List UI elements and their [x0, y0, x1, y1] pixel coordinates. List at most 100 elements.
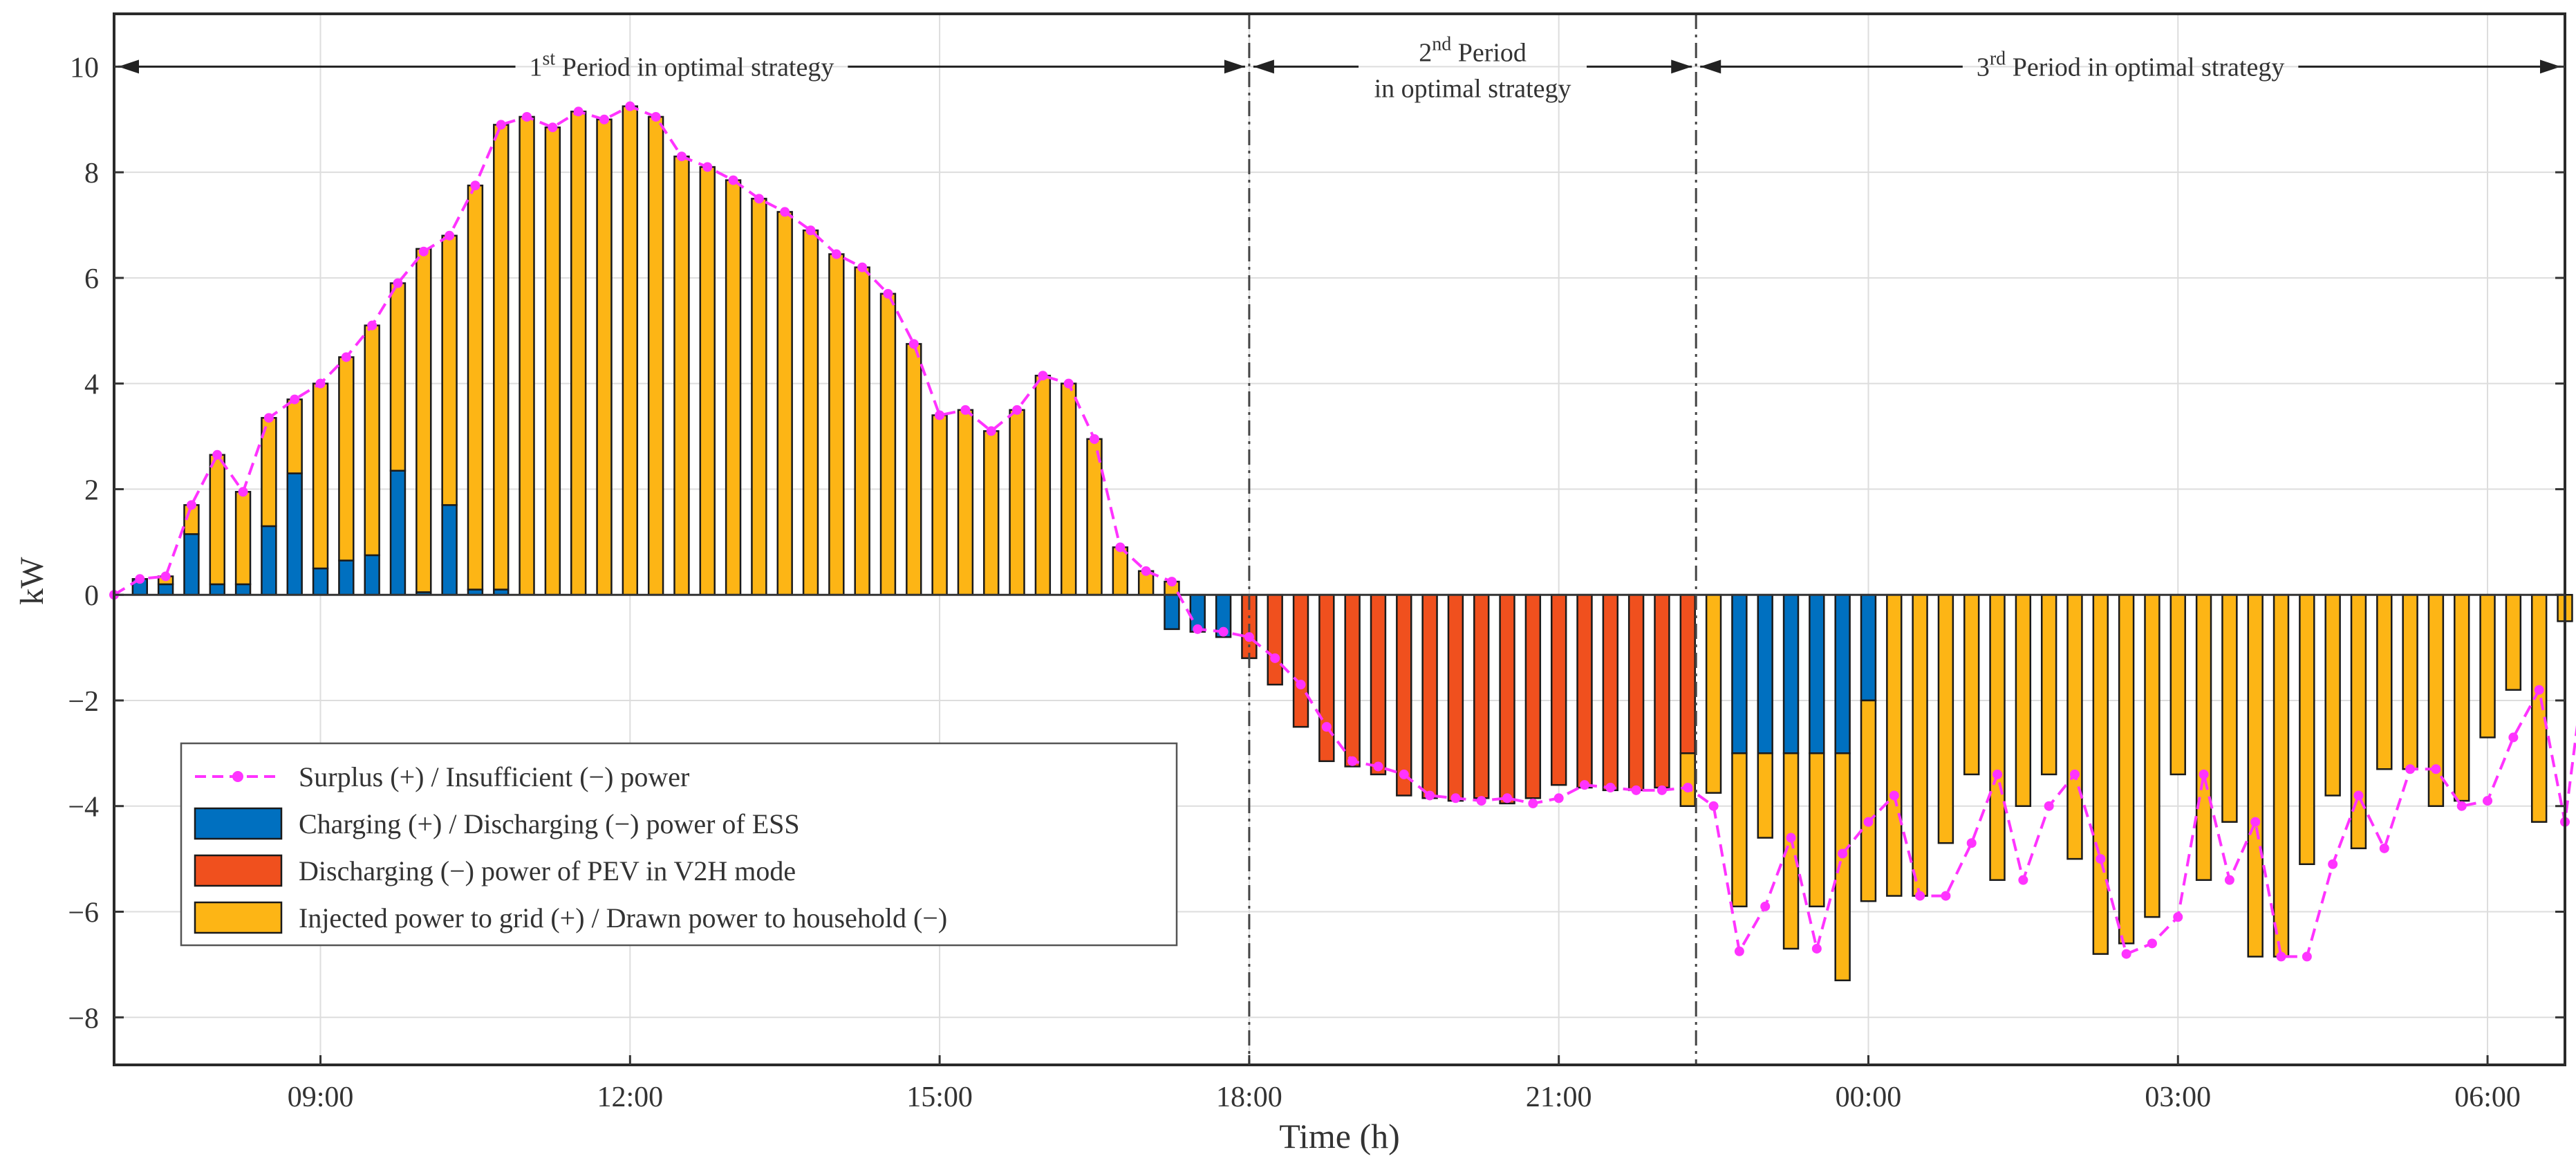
surplus-point — [135, 574, 145, 584]
surplus-point — [1063, 378, 1074, 389]
surplus-point — [2379, 843, 2389, 853]
pev-bar — [1524, 593, 1542, 799]
x-axis-label: Time (h) — [1279, 1117, 1400, 1155]
y-tick-label: −2 — [68, 686, 99, 718]
period-annotations: 1st Period in optimal strategy 2nd Period… — [118, 33, 2561, 103]
surplus-point — [2534, 685, 2544, 695]
surplus-point — [2276, 951, 2286, 962]
grid-bar — [1834, 752, 1851, 982]
ess-bar — [1731, 593, 1748, 754]
grid-bar — [2169, 593, 2186, 776]
period-annotation-2: 2nd Period in optimal strategy — [1253, 33, 1692, 103]
surplus-point — [2147, 938, 2157, 949]
legend-label: Injected power to grid (+) / Drawn power… — [299, 902, 947, 934]
grid-bar — [699, 166, 716, 596]
surplus-point — [1141, 566, 1151, 576]
period-dividers — [1248, 14, 1697, 1065]
arrow-head-right — [1224, 59, 1245, 74]
surplus-point — [780, 207, 790, 217]
surplus-point — [1786, 833, 1796, 843]
grid-bar — [416, 248, 432, 593]
pev-bar — [1627, 593, 1645, 792]
surplus-point — [1012, 405, 1023, 415]
grid-bar — [1860, 699, 1877, 902]
surplus-point — [935, 410, 945, 420]
grid-bar — [2092, 593, 2109, 955]
grid-bar — [1937, 593, 1954, 844]
y-tick-label: 4 — [84, 369, 99, 401]
surplus-point — [238, 487, 248, 497]
grid-bar — [2118, 593, 2135, 945]
surplus-point — [1811, 943, 1822, 954]
surplus-point — [728, 175, 738, 185]
pev-bar — [1318, 593, 1335, 763]
grid-bar — [1782, 752, 1800, 950]
axis-ticks: −8 −6 −4 −2 0 2 4 6 8 10 09:00 12:00 15:00 18:00 21:00… — [68, 52, 2565, 1113]
arrow-head-left — [1700, 59, 1721, 74]
grid-bar — [1809, 752, 1825, 908]
grid-bar — [983, 430, 1000, 596]
surplus-point — [1708, 801, 1719, 811]
surplus-point — [1450, 793, 1461, 804]
grid-bar — [2530, 593, 2548, 823]
surplus-point — [2224, 875, 2234, 885]
grid-bar — [802, 229, 819, 596]
grid-bar — [1886, 593, 1903, 897]
surplus-point — [2199, 769, 2209, 779]
grid-bar — [570, 111, 587, 596]
ess-bar — [1860, 593, 1877, 702]
pev-bar — [1499, 593, 1515, 805]
surplus-point — [290, 394, 300, 405]
surplus-point — [2018, 875, 2028, 885]
surplus-point — [1425, 790, 1435, 801]
grid-bar — [1757, 752, 1773, 839]
grid-bar — [906, 343, 922, 596]
y-tick-label: 10 — [70, 52, 99, 84]
surplus-point — [2044, 801, 2054, 811]
surplus-point — [496, 120, 506, 130]
surplus-point — [754, 194, 764, 204]
legend-marker — [232, 771, 243, 782]
grid-bar — [1963, 593, 1980, 776]
x-tick-label: 09:00 — [288, 1081, 354, 1113]
grid-bar — [957, 409, 974, 596]
y-tick-label: 0 — [84, 580, 99, 612]
grid-bar — [673, 155, 690, 596]
legend-label: Surplus (+) / Insufficient (−) power — [299, 761, 689, 792]
pev-bar — [1267, 593, 1283, 686]
surplus-point — [445, 230, 455, 241]
legend-entry-surplus: Surplus (+) / Insufficient (−) power — [195, 761, 689, 792]
grid-bar — [1731, 752, 1748, 908]
surplus-point — [908, 339, 919, 349]
surplus-point — [1656, 785, 1667, 795]
x-tick-label: 00:00 — [1836, 1081, 1902, 1113]
surplus-point — [1683, 782, 1693, 792]
grid-bar — [2221, 593, 2238, 823]
grid-bar — [854, 266, 870, 596]
surplus-point — [1502, 793, 1513, 804]
plot-frame — [113, 12, 2566, 1066]
grid-bar — [879, 292, 897, 596]
legend-label: Charging (+) / Discharging (−) power of … — [299, 808, 800, 839]
grid-bar — [2144, 593, 2160, 918]
surplus-point — [2328, 859, 2338, 869]
x-tick-label: 15:00 — [906, 1081, 973, 1113]
pev-bar — [1421, 593, 1438, 799]
legend-entry-pev: Discharging (−) power of PEV in V2H mode — [194, 854, 796, 887]
ess-bar — [183, 533, 200, 596]
grid-bar — [364, 324, 380, 557]
grid-bar — [751, 198, 767, 596]
legend-swatch — [194, 854, 283, 887]
surplus-point — [2096, 854, 2106, 864]
period-label: 2nd Period — [1419, 33, 1527, 67]
surplus-point — [1966, 838, 1977, 848]
surplus-point — [470, 180, 480, 191]
surplus-point — [1476, 796, 1486, 806]
y-tick-label: −8 — [68, 1003, 99, 1034]
ess-bar — [261, 525, 277, 596]
surplus-point — [1605, 782, 1616, 792]
grid-bar — [441, 234, 458, 506]
surplus-point — [315, 378, 326, 389]
surplus-point — [1553, 793, 1564, 804]
